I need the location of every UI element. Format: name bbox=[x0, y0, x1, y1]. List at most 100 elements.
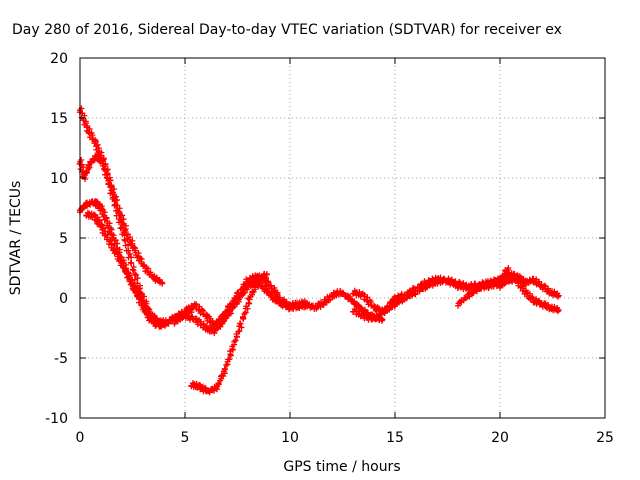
data-point bbox=[237, 320, 244, 327]
data-point bbox=[121, 236, 128, 243]
data-point bbox=[98, 203, 105, 210]
data-point bbox=[231, 338, 238, 345]
data-point bbox=[125, 241, 132, 248]
y-tick-label: 10 bbox=[50, 171, 68, 187]
data-point bbox=[138, 297, 145, 304]
x-tick-label: 10 bbox=[281, 430, 299, 446]
data-point bbox=[131, 270, 138, 277]
data-point bbox=[373, 315, 380, 322]
data-point bbox=[101, 225, 108, 232]
data-point bbox=[230, 303, 237, 310]
data-point bbox=[83, 167, 90, 174]
y-tick-label: 0 bbox=[59, 291, 68, 307]
data-point bbox=[158, 279, 165, 286]
data-point bbox=[127, 259, 134, 266]
data-point bbox=[81, 174, 88, 181]
data-point bbox=[109, 189, 116, 196]
data-point bbox=[214, 319, 221, 326]
data-point bbox=[213, 384, 220, 391]
x-tick-label: 5 bbox=[181, 430, 190, 446]
series-track-10 bbox=[455, 265, 512, 309]
data-point bbox=[216, 316, 223, 323]
data-point bbox=[388, 298, 395, 305]
data-point bbox=[520, 276, 527, 283]
data-point bbox=[189, 304, 196, 311]
data-point bbox=[128, 254, 135, 261]
data-point bbox=[238, 324, 245, 331]
series-track-11 bbox=[497, 269, 562, 300]
data-point bbox=[378, 311, 385, 318]
data-point bbox=[78, 105, 85, 112]
data-point bbox=[462, 295, 469, 302]
y-tick-label: -10 bbox=[45, 411, 68, 427]
data-point bbox=[386, 302, 393, 309]
data-point bbox=[117, 225, 124, 232]
data-point bbox=[239, 313, 246, 320]
data-point bbox=[241, 310, 248, 317]
y-tick-label: 15 bbox=[50, 111, 68, 127]
series-track-5 bbox=[171, 277, 386, 337]
data-point bbox=[112, 201, 119, 208]
data-point bbox=[233, 294, 240, 301]
data-point bbox=[554, 308, 561, 315]
x-axis-label: GPS time / hours bbox=[283, 459, 400, 475]
series-track-7 bbox=[188, 270, 270, 396]
data-point bbox=[94, 141, 101, 148]
x-tick-label: 0 bbox=[76, 430, 85, 446]
data-points bbox=[76, 105, 562, 396]
chart-title: Day 280 of 2016, Sidereal Day-to-day VTE… bbox=[12, 22, 562, 38]
data-point bbox=[89, 136, 96, 143]
data-point bbox=[246, 296, 253, 303]
data-point bbox=[85, 129, 92, 136]
data-point bbox=[217, 377, 224, 384]
data-point bbox=[235, 290, 242, 297]
y-axis-label: SDTVAR / TECUs bbox=[8, 181, 24, 296]
data-point bbox=[229, 299, 236, 306]
data-point bbox=[267, 283, 274, 290]
series-track-1 bbox=[76, 105, 166, 287]
tick-labels: 0 5 10 15 20 25 -10 -5 0 5 10 15 20 bbox=[45, 51, 614, 446]
data-point bbox=[107, 190, 114, 197]
data-point bbox=[132, 272, 139, 279]
data-point bbox=[452, 280, 459, 287]
x-tick-label: 15 bbox=[386, 430, 404, 446]
x-tick-label: 25 bbox=[596, 430, 614, 446]
grid-lines bbox=[80, 58, 605, 418]
data-point bbox=[263, 271, 270, 277]
plot-frame bbox=[79, 57, 606, 419]
data-point bbox=[223, 362, 230, 369]
data-point bbox=[200, 322, 207, 328]
data-point bbox=[554, 293, 561, 300]
data-point bbox=[218, 372, 225, 379]
data-point bbox=[122, 226, 129, 233]
data-point bbox=[235, 328, 242, 335]
data-point bbox=[108, 184, 115, 191]
data-point bbox=[555, 307, 562, 313]
data-point bbox=[225, 306, 232, 313]
data-point bbox=[239, 285, 246, 292]
data-point bbox=[129, 266, 136, 273]
data-point bbox=[470, 290, 477, 297]
data-point bbox=[229, 346, 236, 353]
series-track-4 bbox=[83, 209, 195, 327]
data-point bbox=[144, 307, 151, 314]
data-point bbox=[440, 275, 447, 282]
y-tick-label: -5 bbox=[54, 351, 68, 367]
data-point bbox=[118, 219, 125, 226]
axis-ticks bbox=[79, 57, 606, 419]
data-point bbox=[126, 250, 133, 257]
data-point bbox=[227, 352, 234, 359]
data-point bbox=[224, 356, 231, 363]
x-tick-label: 20 bbox=[491, 430, 509, 446]
data-point bbox=[131, 247, 138, 254]
data-point bbox=[129, 279, 136, 286]
data-point bbox=[80, 164, 87, 171]
data-point bbox=[320, 300, 327, 307]
data-point bbox=[274, 291, 281, 298]
data-point bbox=[106, 177, 113, 184]
data-point bbox=[130, 267, 137, 274]
data-point bbox=[381, 307, 388, 314]
data-point bbox=[339, 289, 346, 296]
data-point bbox=[82, 120, 89, 127]
